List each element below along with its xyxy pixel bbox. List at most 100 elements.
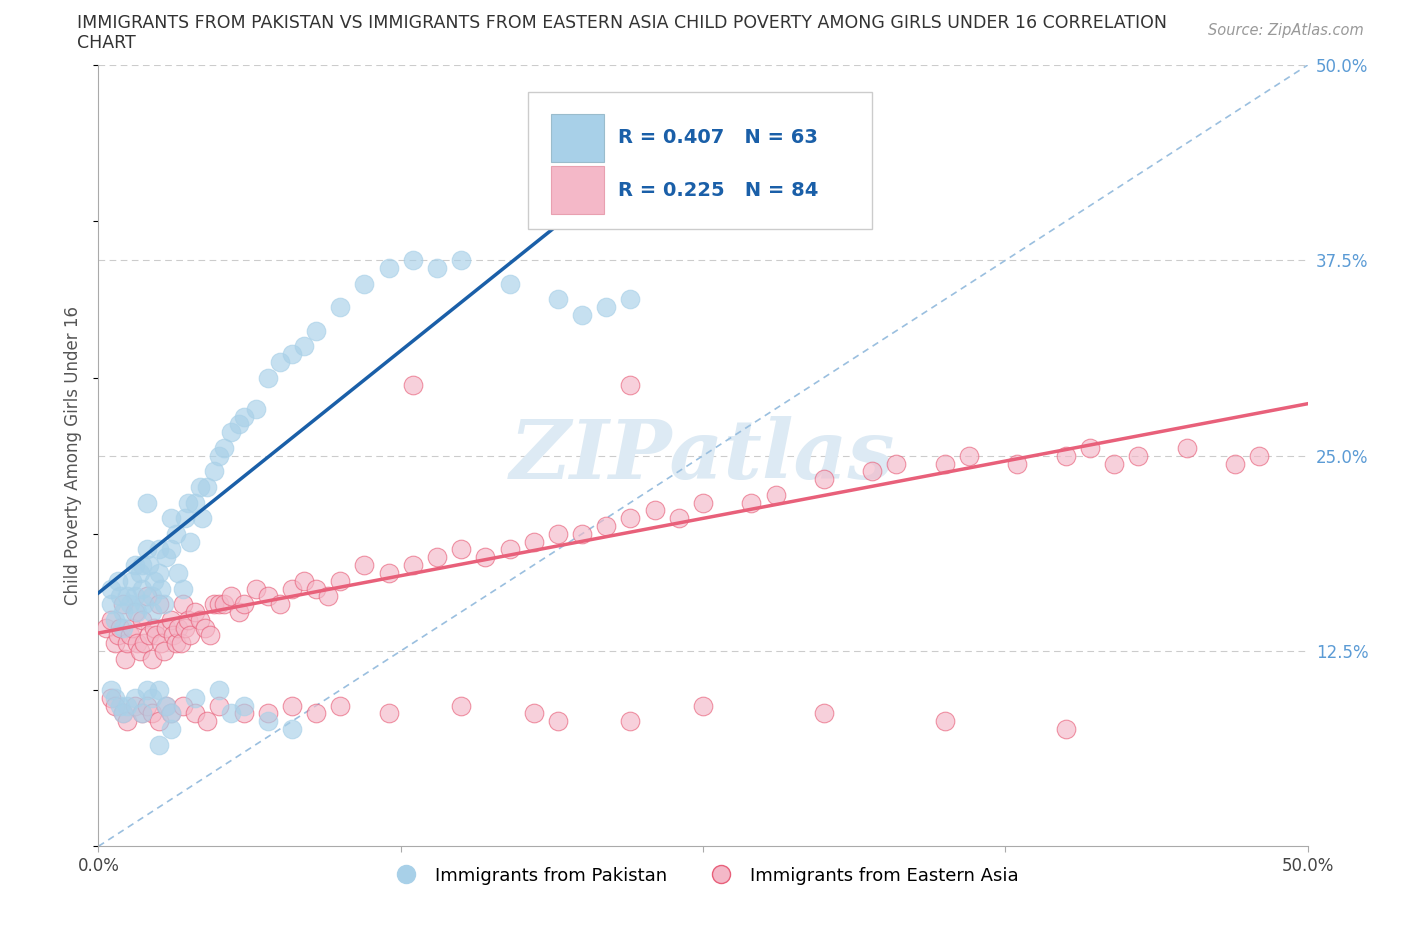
Point: [595, 299, 617, 314]
Point: [124, 690, 146, 705]
Text: IMMIGRANTS FROM PAKISTAN VS IMMIGRANTS FROM EASTERN ASIA CHILD POVERTY AMONG GIR: IMMIGRANTS FROM PAKISTAN VS IMMIGRANTS F…: [77, 14, 1167, 32]
Point: [498, 276, 520, 291]
Point: [169, 636, 191, 651]
Point: [934, 714, 956, 729]
Point: [135, 542, 157, 557]
Point: [135, 495, 157, 510]
Point: [256, 370, 278, 385]
Point: [547, 526, 569, 541]
Point: [117, 589, 139, 604]
Point: [547, 292, 569, 307]
Point: [184, 690, 207, 705]
Point: [221, 706, 243, 721]
Point: [172, 597, 194, 612]
Point: [292, 573, 315, 588]
Point: [148, 542, 170, 557]
Point: [426, 260, 449, 275]
Point: [228, 604, 250, 619]
Point: [138, 628, 160, 643]
Point: [886, 456, 908, 471]
Point: [121, 573, 143, 588]
Point: [208, 683, 231, 698]
Point: [118, 597, 141, 612]
Point: [160, 542, 183, 557]
Point: [104, 690, 127, 705]
Point: [523, 534, 546, 549]
Point: [165, 636, 187, 651]
Point: [1054, 722, 1077, 737]
Text: ZIPatlas: ZIPatlas: [510, 416, 896, 496]
Point: [212, 597, 235, 612]
Point: [165, 526, 187, 541]
Point: [121, 620, 143, 635]
Point: [195, 714, 218, 729]
Point: [141, 604, 163, 619]
Point: [117, 636, 139, 651]
Point: [127, 604, 149, 619]
Point: [256, 589, 278, 604]
Point: [740, 495, 762, 510]
Point: [1128, 448, 1150, 463]
Point: [450, 542, 472, 557]
Point: [148, 737, 170, 752]
Point: [152, 597, 174, 612]
Point: [329, 698, 352, 713]
Point: [305, 706, 328, 721]
Point: [117, 714, 139, 729]
Point: [402, 558, 425, 573]
Point: [329, 573, 352, 588]
Point: [450, 698, 472, 713]
Point: [813, 472, 835, 486]
Point: [155, 550, 177, 565]
Point: [94, 620, 117, 635]
Point: [135, 698, 157, 713]
Point: [1223, 456, 1246, 471]
Point: [131, 612, 153, 627]
Point: [174, 511, 197, 525]
Point: [292, 339, 315, 353]
Point: [141, 589, 163, 604]
Point: [111, 706, 134, 721]
Point: [141, 651, 163, 666]
Point: [128, 565, 150, 580]
Point: [152, 644, 174, 658]
Point: [353, 276, 375, 291]
Point: [124, 558, 146, 573]
Point: [100, 612, 122, 627]
Point: [619, 292, 641, 307]
Point: [184, 604, 207, 619]
Point: [107, 573, 129, 588]
Point: [957, 448, 980, 463]
Point: [160, 706, 183, 721]
Point: [195, 480, 218, 495]
Point: [1007, 456, 1029, 471]
Point: [160, 511, 183, 525]
Point: [245, 581, 267, 596]
Point: [172, 581, 194, 596]
Point: [204, 464, 226, 479]
Point: [124, 604, 146, 619]
Point: [208, 448, 231, 463]
Point: [571, 526, 593, 541]
Point: [191, 511, 214, 525]
Point: [148, 597, 170, 612]
Point: [108, 620, 131, 635]
Point: [177, 495, 200, 510]
Point: [111, 597, 134, 612]
Text: R = 0.407   N = 63: R = 0.407 N = 63: [619, 128, 818, 147]
Point: [107, 628, 129, 643]
Point: [104, 636, 127, 651]
Point: [150, 581, 173, 596]
Point: [188, 612, 211, 627]
Point: [269, 597, 291, 612]
Point: [143, 620, 166, 635]
Point: [148, 714, 170, 729]
Point: [111, 604, 134, 619]
Point: [155, 698, 177, 713]
FancyBboxPatch shape: [551, 166, 603, 214]
Point: [184, 706, 207, 721]
Point: [329, 299, 352, 314]
Point: [145, 628, 167, 643]
Point: [208, 698, 231, 713]
Point: [104, 698, 127, 713]
